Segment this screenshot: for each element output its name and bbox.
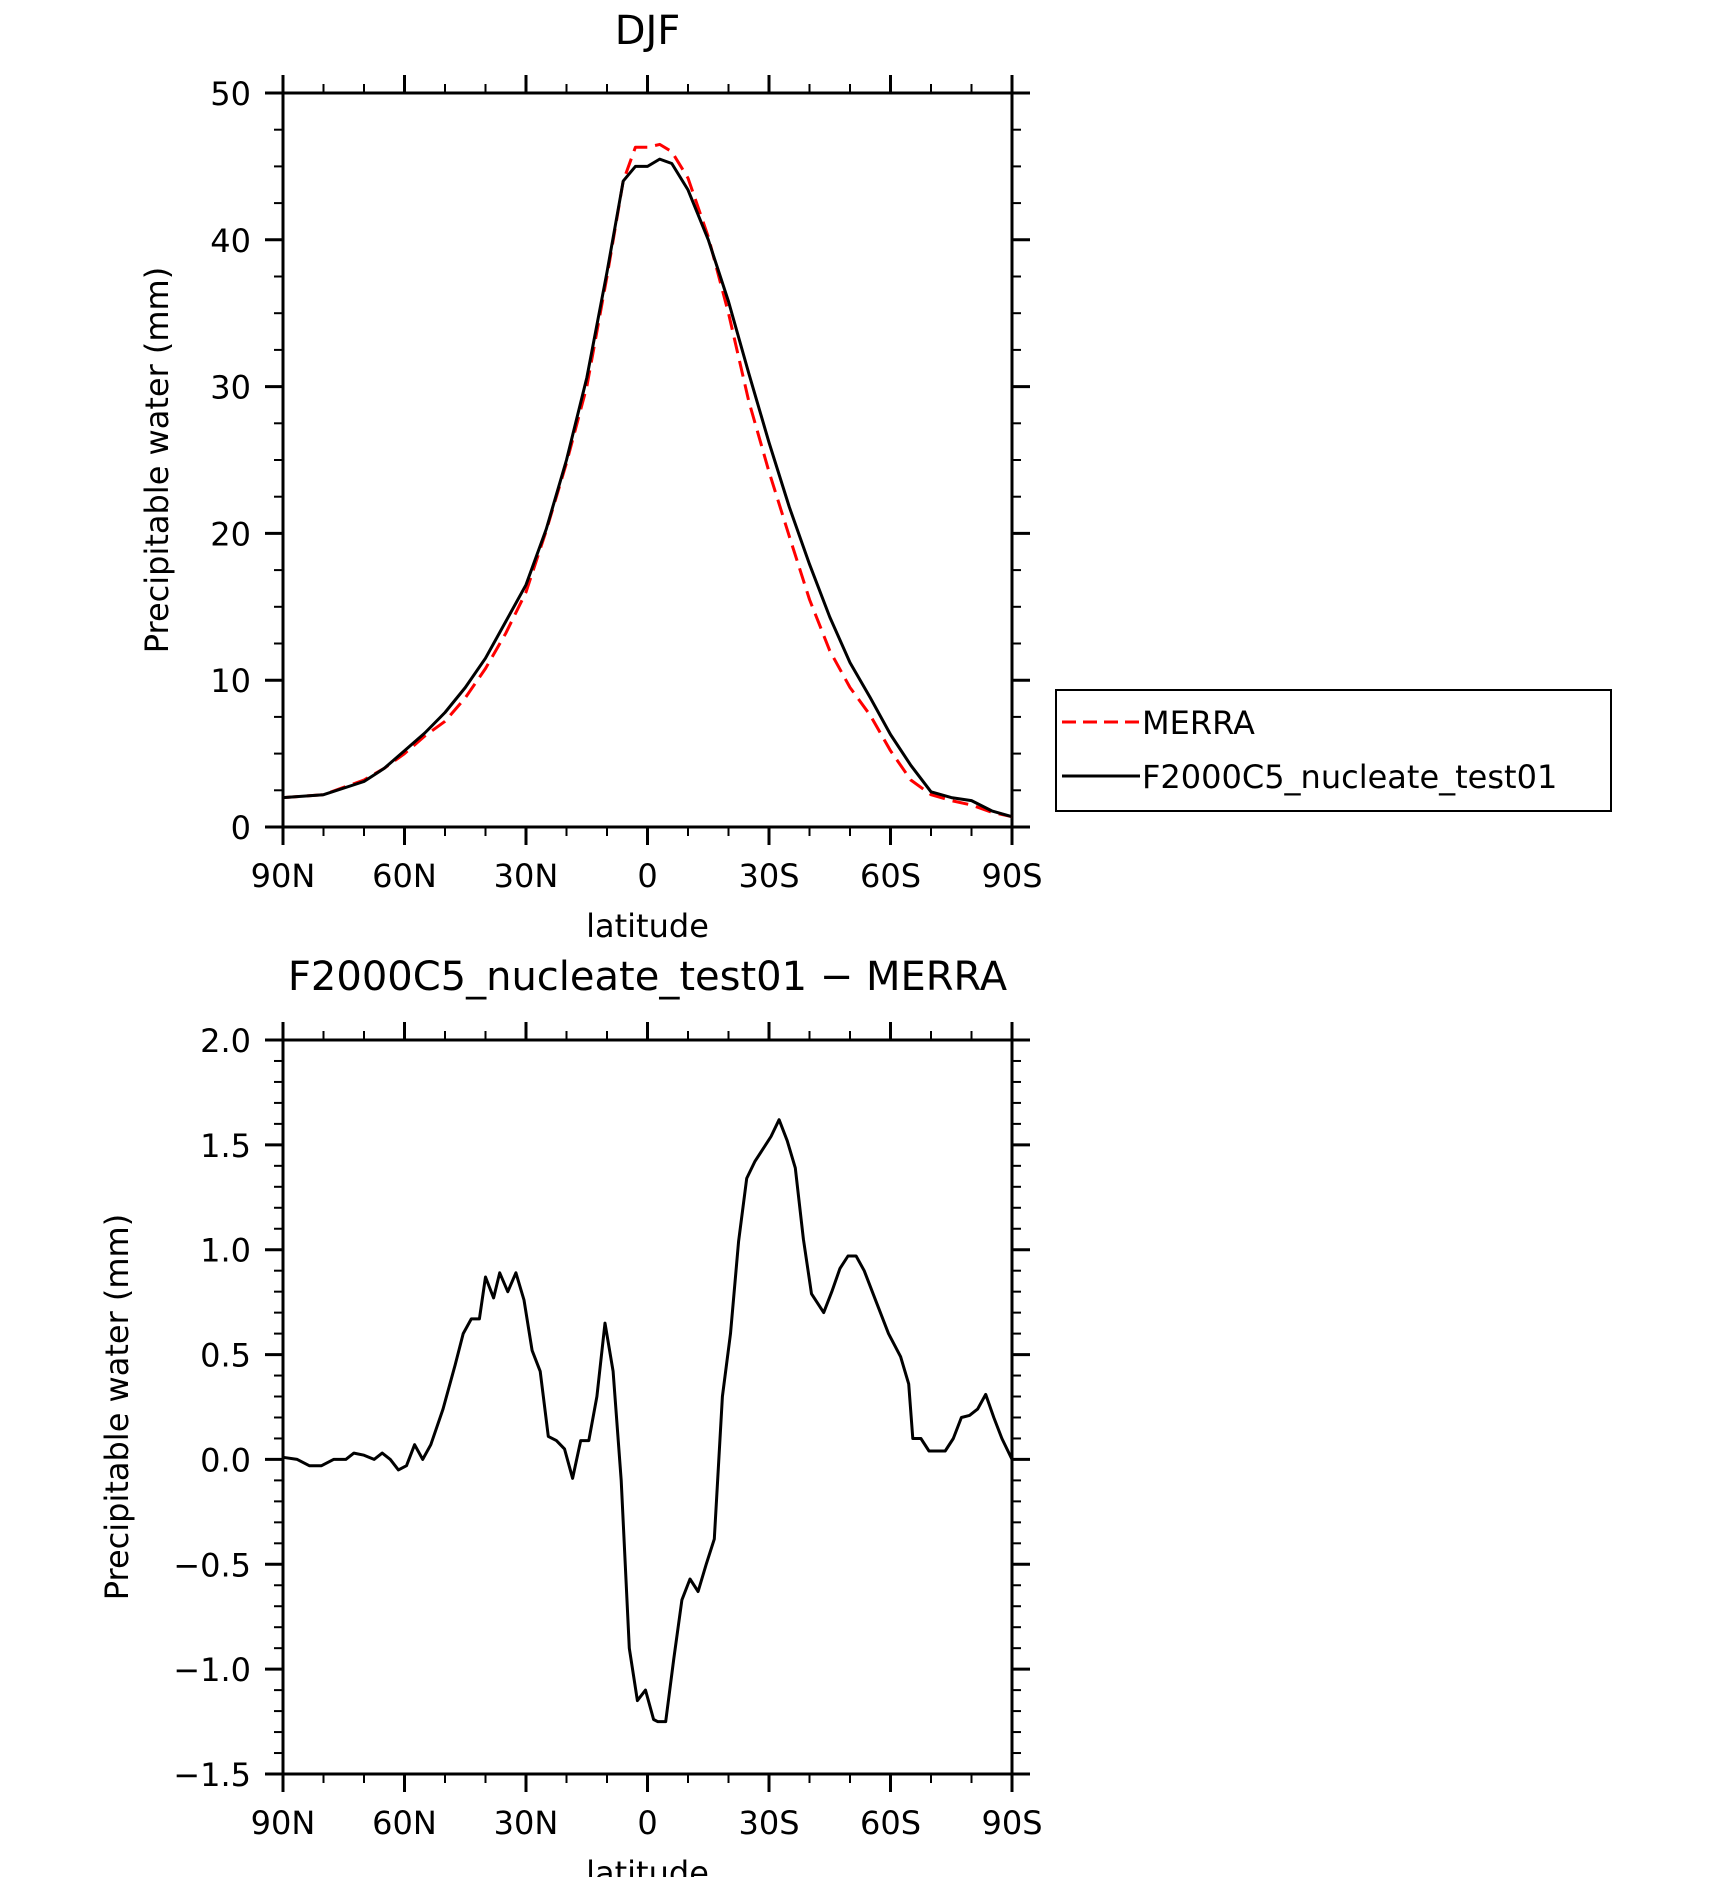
plot-frame (281, 91, 1014, 829)
y-tick-label: 50 (210, 75, 251, 113)
x-tick-label: 60N (372, 857, 437, 895)
y-tick-label: −0.5 (173, 1546, 251, 1584)
x-axis-label: latitude (586, 907, 709, 945)
y-tick-label: 20 (210, 515, 251, 553)
series-line-1 (282, 1118, 1014, 1724)
chart-panel-2: F2000C5_nucleate_test01 − MERRA 90N 60N 30N… (98, 954, 1043, 1877)
y-tick-label: 1.0 (200, 1232, 251, 1270)
series-line-f2000c5-nucleate-test01 (282, 157, 1013, 819)
chart-title: DJF (615, 8, 681, 54)
y-tick-label: 0.0 (200, 1441, 251, 1479)
x-tick-label: 90S (981, 1804, 1042, 1842)
chart-title: F2000C5_nucleate_test01 − MERRA (288, 954, 1008, 1000)
legend-label: MERRA (1142, 704, 1255, 742)
y-axis-label: Precipitable water (mm) (138, 267, 176, 653)
x-tick-label: 0 (637, 857, 657, 895)
y-tick-label: 2.0 (200, 1022, 251, 1060)
x-tick-label: 60N (372, 1804, 437, 1842)
y-tick-label: 30 (210, 369, 251, 407)
x-tick-label: 90S (981, 857, 1042, 895)
y-tick-label: −1.5 (173, 1756, 251, 1794)
y-tick-label: 0 (231, 809, 251, 847)
y-tick-label: −1.0 (173, 1651, 251, 1689)
x-tick-label: 60S (860, 857, 921, 895)
legend-box (1055, 689, 1612, 812)
legend-label: F2000C5_nucleate_test01 (1142, 758, 1557, 796)
y-tick-label: 10 (210, 662, 251, 700)
y-tick-label: 1.5 (200, 1127, 251, 1165)
series-line-merra (282, 142, 1013, 819)
chart-panel-1: DJF 90N 60N 30N 0 30S 60S 90S 0 10 20 30 40 50 latitud… (138, 8, 1612, 945)
y-axis-label: Precipitable water (mm) (98, 1214, 136, 1600)
plot-frame (281, 1038, 1014, 1776)
x-tick-label: 90N (251, 857, 316, 895)
x-tick-label: 0 (637, 1804, 657, 1842)
x-tick-label: 30S (738, 1804, 799, 1842)
legend: MERRA F2000C5_nucleate_test01 (1055, 689, 1612, 812)
x-tick-label: 60S (860, 1804, 921, 1842)
x-tick-label: 30N (494, 857, 559, 895)
x-tick-label: 30S (738, 857, 799, 895)
y-tick-label: 0.5 (200, 1337, 251, 1375)
x-axis-label: latitude (586, 1854, 709, 1877)
y-tick-label: 40 (210, 222, 251, 260)
x-tick-label: 90N (251, 1804, 316, 1842)
x-tick-label: 30N (494, 1804, 559, 1842)
